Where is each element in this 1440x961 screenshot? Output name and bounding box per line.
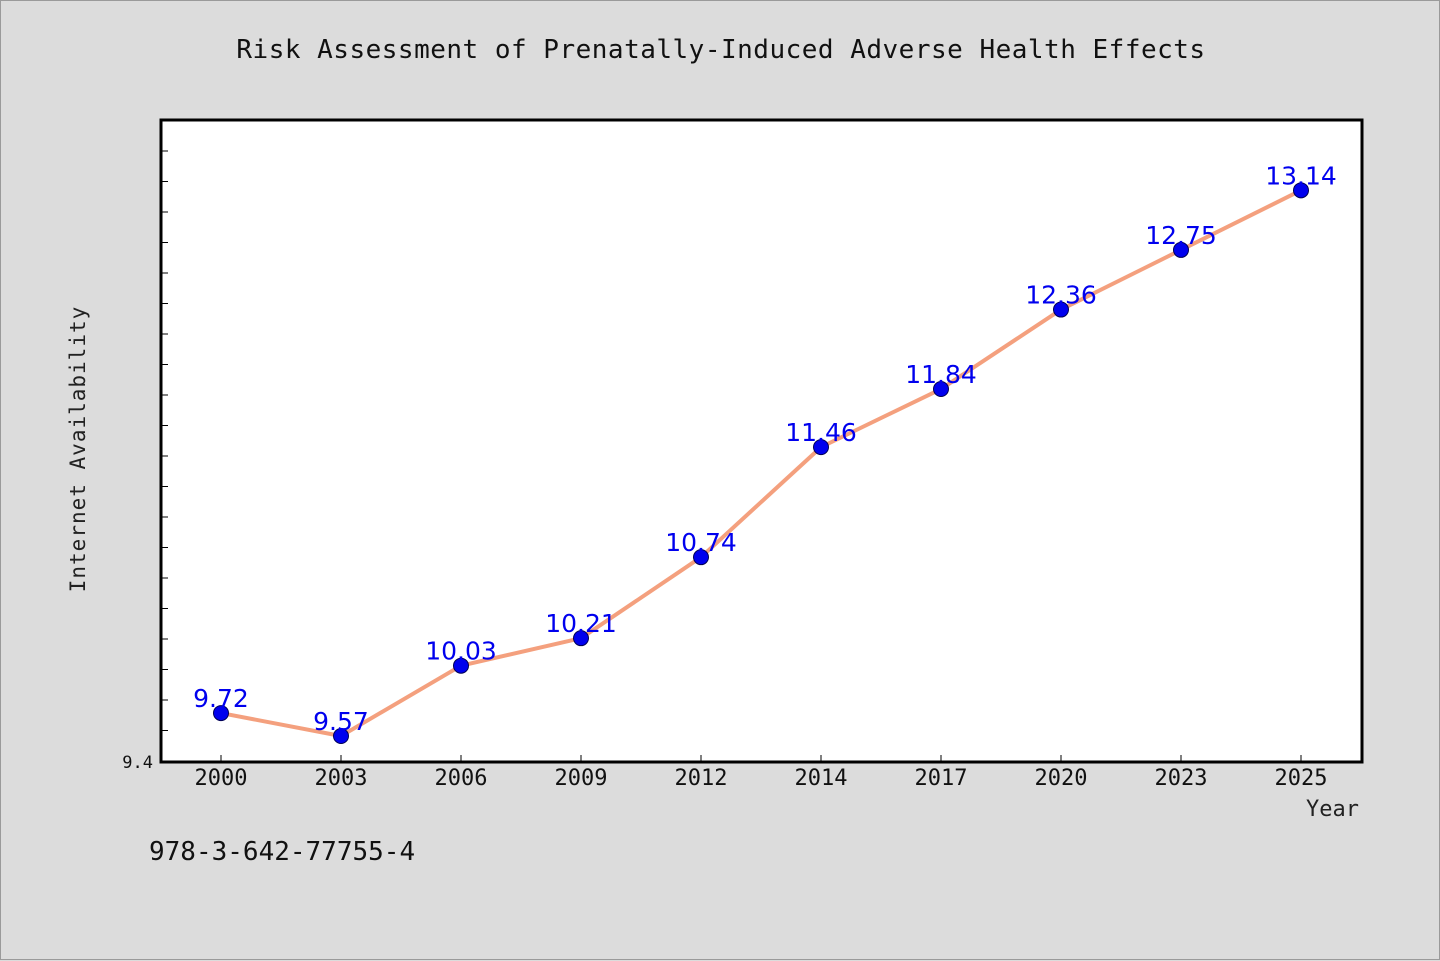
footer-code: 978-3-642-77755-4	[149, 837, 416, 867]
data-point	[693, 549, 709, 566]
x-tick-label: 2025	[1275, 766, 1328, 791]
data-labels: 9.72 9.57 10.03 10.21 10.74 11.46 11.84 12.36 12…	[193, 161, 1337, 736]
x-axis-ticks	[220, 755, 1302, 762]
series-polyline	[219, 188, 1303, 739]
data-point	[1053, 301, 1069, 318]
x-tick-label: 2009	[555, 766, 608, 791]
y-tick-label: 9.4	[122, 753, 153, 773]
data-label: 9.72	[193, 684, 249, 713]
x-tick-label: 2023	[1155, 766, 1208, 791]
y-axis-tick-labels: 9.4	[122, 753, 153, 773]
data-point	[333, 728, 349, 745]
data-point	[813, 439, 829, 456]
data-label: 10.74	[665, 528, 737, 557]
data-point	[933, 381, 949, 398]
data-point	[213, 705, 229, 722]
data-label: 11.46	[785, 418, 857, 447]
x-tick-label: 2006	[435, 766, 488, 791]
data-point	[1293, 182, 1309, 199]
data-label: 12.75	[1145, 221, 1217, 250]
x-tick-label: 2003	[315, 766, 368, 791]
data-label: 13.14	[1265, 161, 1337, 190]
series-line	[219, 188, 1303, 739]
chart-title: Risk Assessment of Prenatally-Induced Ad…	[236, 35, 1206, 65]
data-label: 10.21	[545, 609, 617, 638]
x-tick-label: 2017	[915, 766, 968, 791]
x-axis-label: Year	[1306, 797, 1359, 822]
plot-area	[159, 118, 1364, 764]
y-axis-ticks	[161, 150, 168, 762]
x-tick-label: 2000	[195, 766, 248, 791]
x-axis-tick-labels: 2000 2003 2006 2009 2012 2014 2017 2020 2023 2025	[195, 766, 1328, 791]
x-tick-label: 2012	[675, 766, 728, 791]
data-point	[1173, 241, 1189, 258]
x-tick-label: 2014	[795, 766, 848, 791]
series-markers	[213, 182, 1309, 745]
data-label: 11.84	[905, 360, 977, 389]
data-label: 12.36	[1025, 281, 1097, 310]
data-label: 9.57	[313, 707, 369, 736]
data-label: 10.03	[425, 637, 497, 666]
x-tick-label: 2020	[1035, 766, 1088, 791]
data-point	[453, 657, 469, 674]
data-point	[573, 630, 589, 647]
